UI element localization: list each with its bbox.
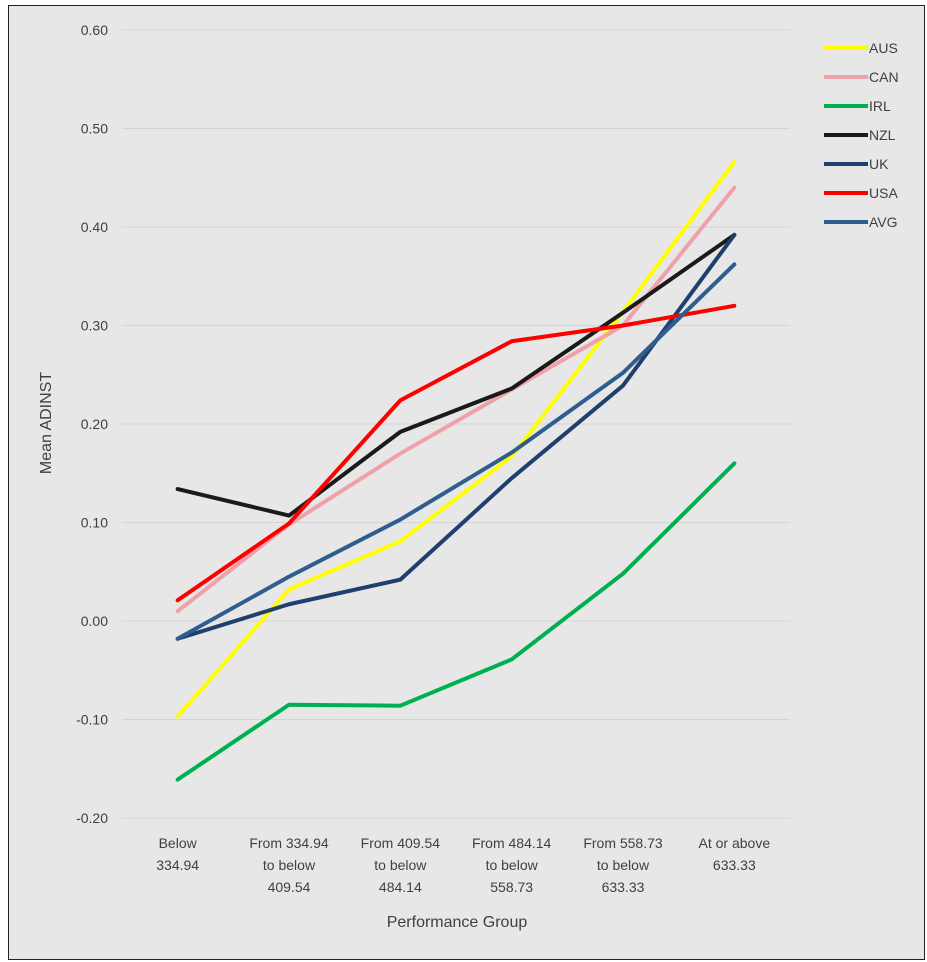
y-tick-label: -0.20 — [76, 810, 108, 826]
series-line-uk — [175, 232, 737, 641]
legend: AUS CAN IRL NZL UK USA AVG — [824, 40, 899, 230]
x-tick-label-line: 633.33 — [713, 857, 756, 873]
legend-label-aus: AUS — [869, 40, 898, 56]
x-tick-label-line: to below — [597, 857, 650, 873]
x-tick-label-line: 558.73 — [490, 879, 533, 895]
x-tick-label-line: 633.33 — [602, 879, 645, 895]
series-line-usa — [175, 303, 737, 603]
x-tick-label-line: From 409.54 — [361, 835, 441, 851]
series-line-aus — [175, 159, 737, 719]
legend-label-usa: USA — [869, 185, 898, 201]
chart-frame — [8, 5, 925, 960]
y-tick-label: 0.20 — [81, 416, 108, 432]
x-tick-label-line: At or above — [699, 835, 771, 851]
series-line-can — [175, 185, 737, 614]
x-tick-label: From 484.14 to below 558.73 — [472, 835, 552, 895]
x-tick-label-line: From 484.14 — [472, 835, 552, 851]
x-tick-label-line: From 558.73 — [583, 835, 663, 851]
y-axis-ticks: 0.60 0.50 0.40 0.30 0.20 0.10 0.00 -0.10 -0.20 — [76, 22, 108, 826]
y-tick-label: 0.50 — [81, 121, 108, 137]
y-tick-label: 0.40 — [81, 219, 108, 235]
series-line-irl — [175, 461, 737, 782]
x-tick-label: From 409.54 to below 484.14 — [361, 835, 441, 895]
series-lines — [175, 159, 737, 782]
x-tick-label-line: Below — [159, 835, 198, 851]
x-tick-label-line: 334.94 — [156, 857, 199, 873]
x-tick-label-line: to below — [263, 857, 316, 873]
x-tick-label-line: 484.14 — [379, 879, 422, 895]
x-tick-label-line: to below — [374, 857, 427, 873]
y-tick-label: 0.60 — [81, 22, 108, 38]
y-tick-label: 0.00 — [81, 613, 108, 629]
legend-label-avg: AVG — [869, 214, 898, 230]
x-tick-label-line: to below — [486, 857, 539, 873]
x-tick-label: Below 334.94 — [156, 835, 199, 873]
x-axis-title: Performance Group — [387, 914, 528, 931]
x-tick-label-line: 409.54 — [268, 879, 311, 895]
y-tick-label: -0.10 — [76, 712, 108, 728]
x-tick-label: From 558.73 to below 633.33 — [583, 835, 663, 895]
series-line-nzl — [175, 232, 737, 518]
x-tick-label: From 334.94 to below 409.54 — [249, 835, 329, 895]
y-axis-title: Mean ADINST — [38, 372, 55, 474]
legend-label-can: CAN — [869, 69, 899, 85]
x-tick-label-line: From 334.94 — [249, 835, 329, 851]
series-line-avg — [175, 262, 737, 641]
legend-label-uk: UK — [869, 156, 889, 172]
x-tick-label: At or above 633.33 — [699, 835, 771, 873]
y-tick-label: 0.30 — [81, 318, 108, 334]
gridlines — [122, 29, 790, 819]
y-tick-label: 0.10 — [81, 515, 108, 531]
legend-label-irl: IRL — [869, 98, 891, 114]
legend-label-nzl: NZL — [869, 127, 896, 143]
